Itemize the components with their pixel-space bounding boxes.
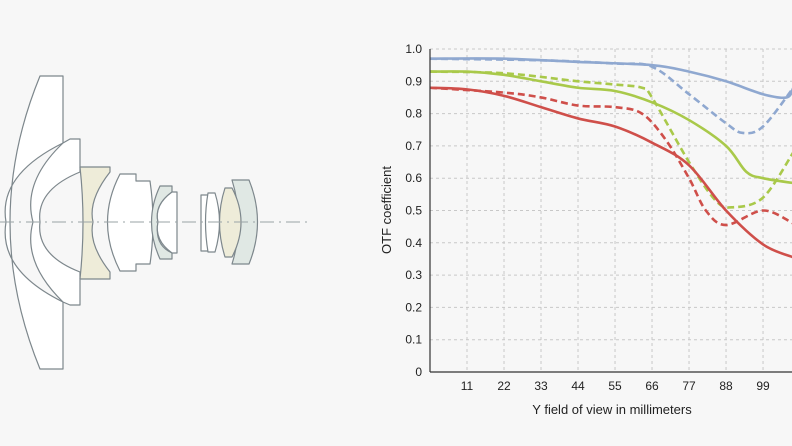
y-tick-label: 0.2 xyxy=(405,300,422,314)
x-tick-label: 11 xyxy=(461,379,474,393)
series-green-solid xyxy=(429,70,792,185)
y-axis-label: OTF coefficient xyxy=(379,166,394,254)
y-tick-label: 0.8 xyxy=(405,107,422,121)
x-tick-label: 77 xyxy=(682,379,696,393)
x-tick-label: 99 xyxy=(756,379,770,393)
chart-grid xyxy=(430,48,792,372)
x-tick-label: 88 xyxy=(719,379,733,393)
y-tick-label: 0.6 xyxy=(405,171,422,185)
y-tick-label: 0.1 xyxy=(405,333,422,347)
lens-element-3 xyxy=(79,166,111,280)
y-tick-label: 0.7 xyxy=(405,139,422,153)
y-tick-label: 0.9 xyxy=(405,74,422,88)
y-tick-label: 0.4 xyxy=(405,236,422,250)
y-tick-label: 0.3 xyxy=(405,268,422,282)
series-red-dashed xyxy=(429,86,792,227)
y-tick-label: 0.5 xyxy=(405,204,422,218)
x-tick-label: 66 xyxy=(645,379,659,393)
lens-diagram xyxy=(0,75,312,370)
x-tick-label: 22 xyxy=(497,379,511,393)
x-axis-label: Y field of view in millimeters xyxy=(532,402,692,417)
lens-element-1 xyxy=(4,75,64,370)
series-blue-dashed xyxy=(429,57,792,135)
x-tick-label: 44 xyxy=(571,379,585,393)
x-tick-label: 33 xyxy=(534,379,548,393)
x-tick-label: 55 xyxy=(608,379,622,393)
series-green-dashed xyxy=(429,70,792,209)
lens-element-9 xyxy=(218,187,242,258)
lens-element-2 xyxy=(30,138,81,306)
y-tick-label: 1.0 xyxy=(405,42,422,56)
chart-series xyxy=(429,57,792,259)
y-tick-label: 0 xyxy=(415,365,422,379)
